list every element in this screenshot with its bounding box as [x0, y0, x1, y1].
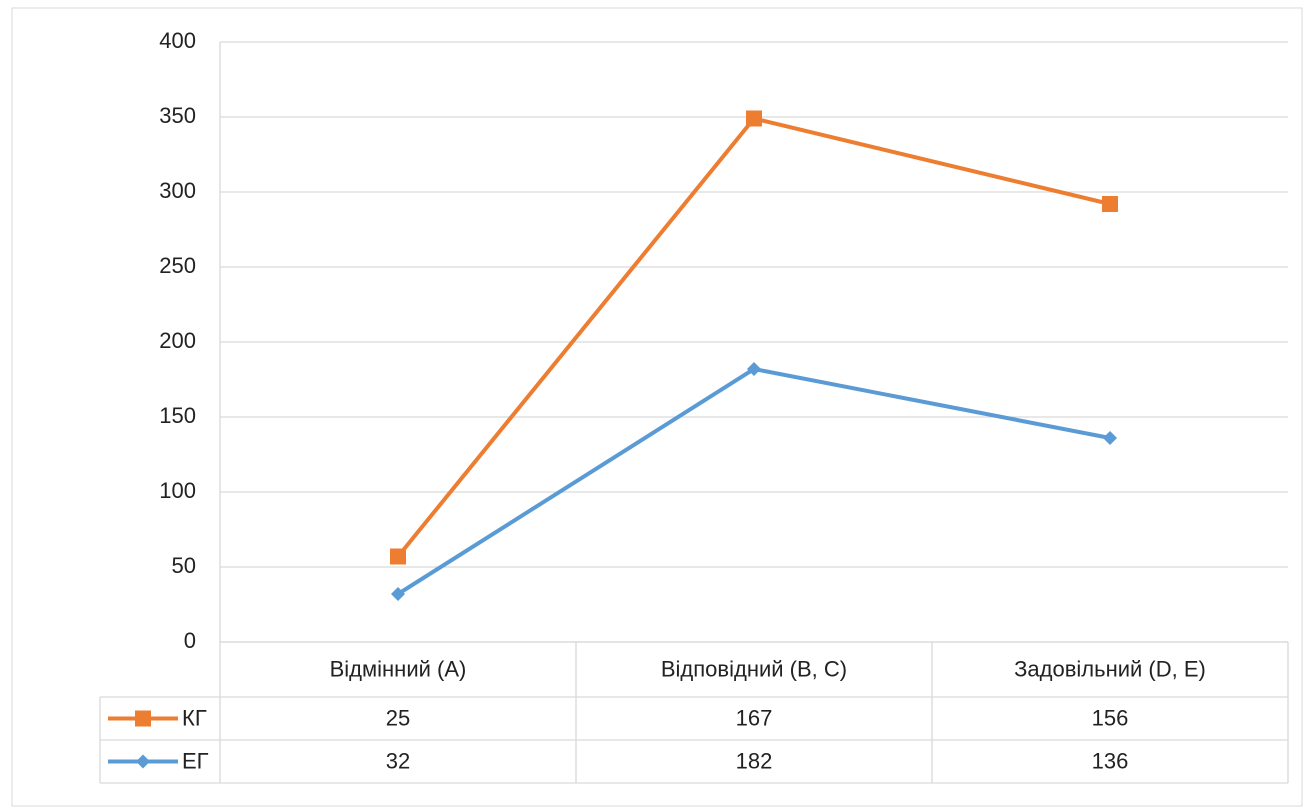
y-tick-label: 150 — [159, 403, 196, 428]
y-tick-label: 100 — [159, 478, 196, 503]
y-tick-label: 50 — [172, 553, 196, 578]
y-tick-label: 200 — [159, 328, 196, 353]
x-tick-label: Відмінний (А) — [330, 656, 467, 681]
chart-frame — [11, 7, 1303, 807]
marker — [1102, 196, 1118, 212]
marker — [1103, 431, 1117, 445]
legend-label: ЕГ — [182, 748, 209, 773]
y-tick-label: 250 — [159, 253, 196, 278]
marker — [135, 710, 151, 727]
y-tick-label: 400 — [159, 28, 196, 53]
x-tick-label: Відповідний (В, С) — [661, 656, 847, 681]
x-tick-label: Задовільний (D, E) — [1014, 656, 1206, 681]
marker — [390, 548, 406, 565]
table-value: 156 — [1092, 705, 1129, 730]
marker — [391, 587, 405, 601]
marker — [747, 362, 761, 376]
table-value: 167 — [736, 705, 773, 730]
table-value: 32 — [386, 748, 410, 773]
marker — [136, 754, 150, 769]
table-value: 182 — [736, 748, 773, 773]
marker — [746, 110, 762, 127]
table-value: 136 — [1092, 748, 1129, 773]
y-tick-label: 300 — [159, 178, 196, 203]
legend-label: КГ — [182, 705, 207, 730]
y-tick-label: 0 — [184, 628, 196, 653]
y-tick-label: 350 — [159, 103, 196, 128]
table-value: 25 — [386, 705, 410, 730]
